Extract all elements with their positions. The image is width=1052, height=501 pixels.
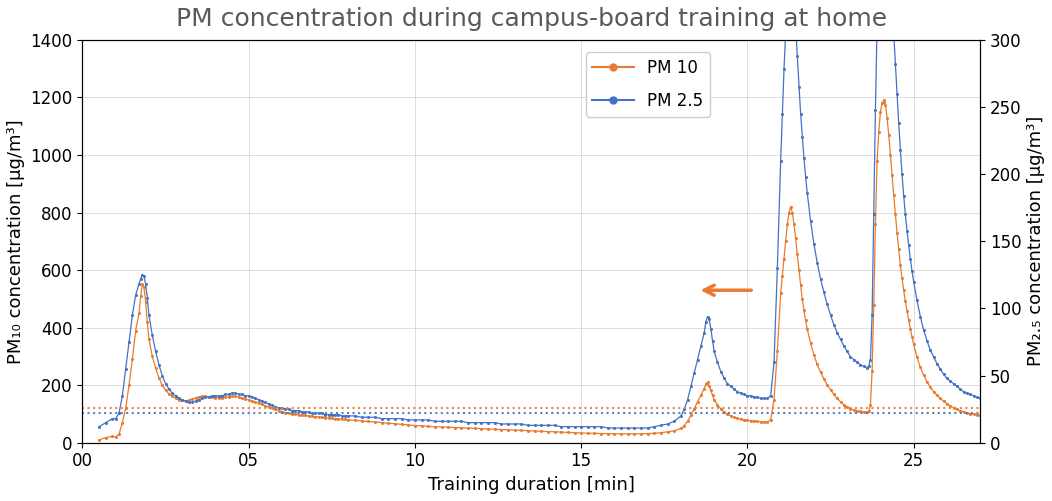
- Y-axis label: PM₁₀ concentration [μg/m³]: PM₁₀ concentration [μg/m³]: [7, 119, 25, 364]
- X-axis label: Training duration [min]: Training duration [min]: [428, 476, 634, 494]
- Y-axis label: PM₂.₅ concentration [μg/m³]: PM₂.₅ concentration [μg/m³]: [1027, 116, 1045, 366]
- Legend: PM 10, PM 2.5: PM 10, PM 2.5: [586, 52, 710, 117]
- Title: PM concentration during campus-board training at home: PM concentration during campus-board tra…: [176, 7, 887, 31]
